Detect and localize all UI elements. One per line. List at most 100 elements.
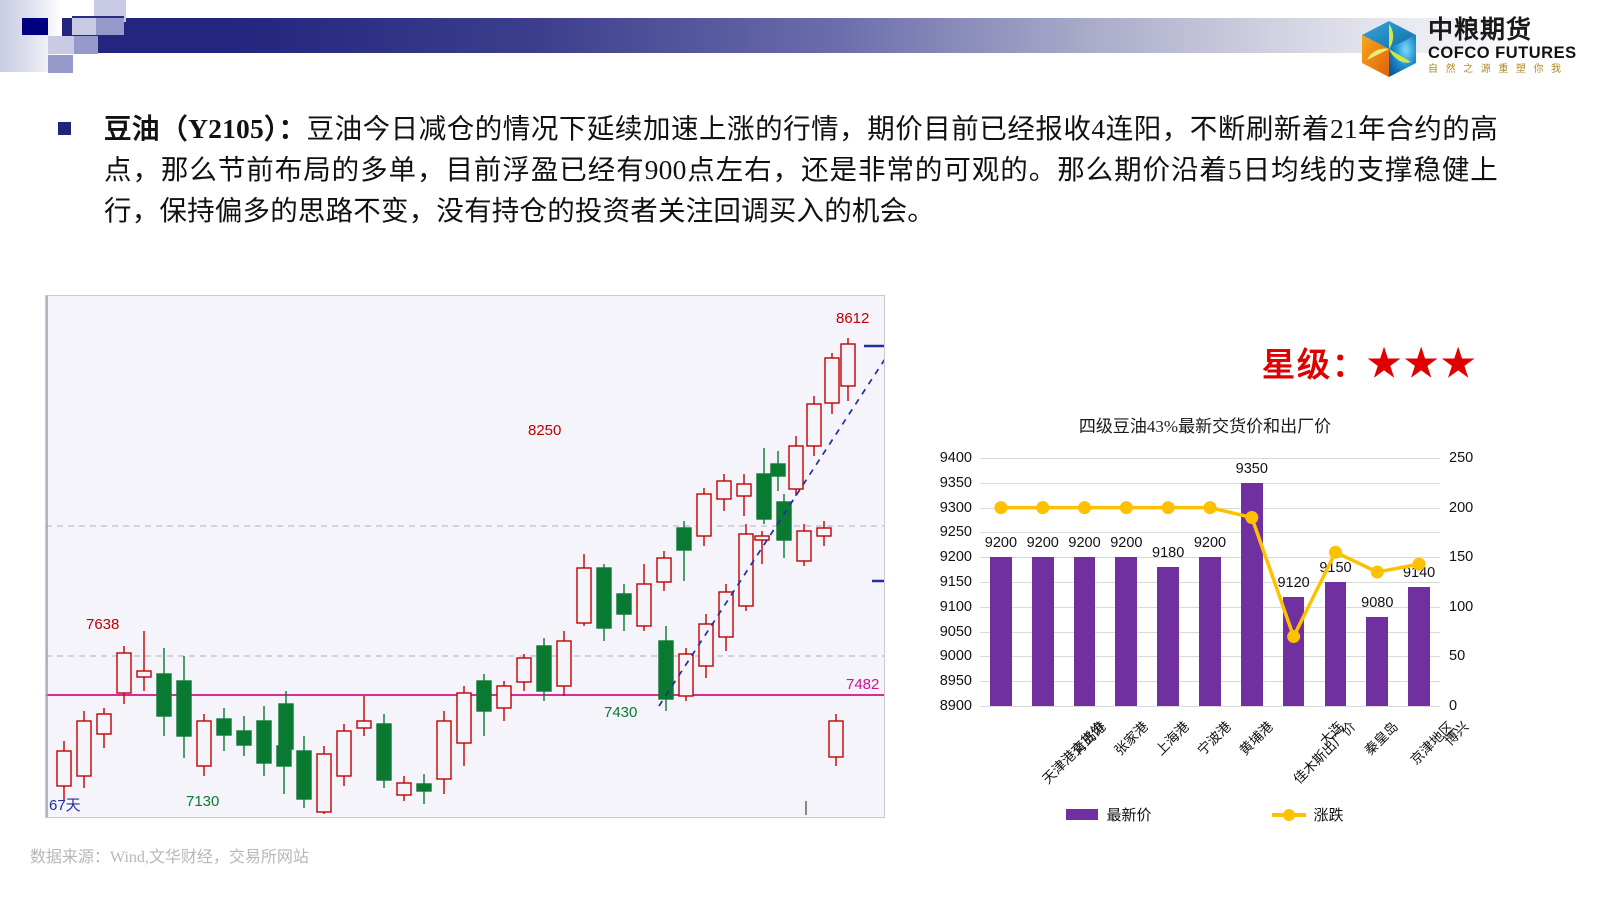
bar-chart-y-tick-left: 9000 [939,648,972,665]
bar-chart-line-point[interactable] [1328,545,1342,559]
bar-chart-line-point[interactable] [1161,501,1175,515]
header-square-4 [48,36,74,54]
cofco-cube-icon [1362,21,1416,77]
bar-chart-line-point[interactable] [1036,501,1050,515]
bullet-marker-icon [58,122,71,135]
logo-slogan: 自 然 之 源 重 塑 你 我 [1428,64,1564,75]
bar-chart-line-point[interactable] [1078,501,1092,515]
bar-chart-gridline [980,532,1440,534]
bar-chart-bar[interactable] [1157,567,1180,706]
bar-chart-x-label: 上海港 [1153,718,1193,759]
bar-chart-x-label: 秦皇岛 [1362,718,1402,759]
k-annotation-low-left: 7130 [186,793,220,810]
star-rating-stars: ★★★ [1367,343,1479,385]
bar-chart-value-label: 9200 [1110,535,1143,552]
bar-chart-bar[interactable] [1031,557,1054,706]
cofco-logo: 中粮期货 COFCO FUTURES 自 然 之 源 重 塑 你 我 [1358,14,1578,86]
bar-chart-bar[interactable] [1240,482,1263,706]
bar-chart-title: 四级豆油43%最新交货价和出厂价 [1078,417,1332,436]
commodity-commentary: 豆油今日减仓的情况下延续加速上涨的行情，期价目前已经报收4连阳，不断刷新着21年… [104,113,1499,226]
candlestick-svg [46,296,884,817]
bar-chart-plot-area: 9400 9350 9300 9250 9200 9150 9100 9050 9000 8950… [940,450,1473,787]
bar-chart-y-tick-right: 50 [1449,648,1466,665]
header-square-3 [96,18,124,35]
bar-chart-bar[interactable] [1199,557,1221,706]
bar-chart-bar[interactable] [1408,586,1430,706]
bar-chart-y-tick-left: 9050 [939,623,972,640]
bar-chart-x-label: 张家港 [1111,718,1151,759]
bar-chart-y-tick-left: 8900 [939,698,972,714]
bar-chart-y-tick-right: 200 [1449,499,1474,516]
bar-chart-value-label: 9200 [1026,535,1059,552]
k-annotation-support: 7482 [846,676,880,693]
bar-chart-y-tick-left: 9250 [939,524,972,541]
bar-chart-line-point[interactable] [994,501,1008,515]
bar-chart-value-label: 9200 [1068,535,1101,552]
bar-chart-bar[interactable] [1324,582,1347,706]
bar-chart-y-tick-left: 9350 [939,474,972,491]
content-bullet-block: 豆油（Y2105）：豆油今日减仓的情况下延续加速上涨的行情，期价目前已经报收4连… [58,108,1498,231]
bar-chart-y-tick-left: 9400 [939,450,972,466]
header-square-2 [72,18,96,35]
bar-chart-line-point[interactable] [1370,565,1384,579]
bar-chart-line-point[interactable] [1245,511,1259,525]
legend-bar-swatch [1066,809,1099,820]
bar-chart-legend: 最新价 涨跌 [905,804,1505,825]
legend-bar-label: 最新价 [1106,808,1152,824]
candlestick-rally-and-trend [658,338,884,711]
bar-chart-value-label: 9200 [1193,535,1227,552]
legend-item-bar[interactable]: 最新价 [1066,804,1152,825]
candlestick-right-run [278,494,844,766]
bar-chart-x-label: 黄埔港 [1236,718,1276,759]
legend-line-swatch [1271,809,1306,821]
bar-chart-y-tick-left: 9200 [939,549,972,566]
bar-chart-line-series [994,501,1426,644]
bar-chart-line-point[interactable] [1119,501,1133,515]
bar-chart-value-label: 9180 [1152,545,1185,562]
k-annotation-high-recent: 8612 [836,310,870,327]
star-rating: 星级：★★★ [1262,338,1478,386]
legend-item-line[interactable]: 涨跌 [1271,804,1344,825]
bar-chart-value-label: 9200 [984,535,1018,552]
logo-english-name: COFCO FUTURES [1428,44,1577,62]
bar-chart-gridline [980,706,1440,707]
bar-chart-value-label: 9350 [1235,460,1268,477]
k-annotation-high-mid: 8250 [528,422,562,439]
bar-chart-y-tick-right: 0 [1449,698,1458,714]
bar-chart-y-tick-right: 100 [1449,598,1474,615]
candlestick-chart[interactable]: 8612 8250 7638 7430 7130 7482 67天 [45,295,885,818]
star-rating-label: 星级： [1262,348,1367,384]
bar-chart-y-tick-left: 9150 [939,574,972,590]
bar-chart-value-label: 9140 [1402,564,1436,581]
bar-chart-line-point[interactable] [1412,557,1426,571]
bar-chart-bar[interactable] [990,557,1012,706]
header-square-navy [22,18,48,35]
bar-chart-line-point[interactable] [1203,501,1217,515]
bar-chart-y-tick-right: 150 [1449,549,1474,566]
k-annotation-high-left: 7638 [86,616,120,633]
bar-chart-y-tick-right: 250 [1449,450,1474,466]
k-annotation-days: 67天 [49,797,81,814]
commodity-title: 豆油（Y2105）： [104,113,307,144]
header-gradient-band [0,18,1600,53]
paragraph-text: 豆油（Y2105）：豆油今日减仓的情况下延续加速上涨的行情，期价目前已经报收4连… [104,108,1498,231]
bar-chart-x-label: 宁波港 [1194,718,1235,759]
bar-chart-gridline [980,458,1440,459]
bar-chart-bar[interactable] [1366,616,1389,706]
bar-chart-gridline [980,482,1440,484]
bar-chart-bar[interactable] [1115,557,1138,706]
logo-chinese-name: 中粮期货 [1428,16,1533,44]
data-source-note: 数据来源：Wind,文华财经，交易所网站 [30,849,309,866]
price-bar-chart[interactable]: 四级豆油43%最新交货价和出厂价 9400 9350 9300 9250 9200 915… [905,412,1505,852]
bar-chart-bar[interactable] [1073,557,1096,706]
bar-chart-value-label: 9120 [1277,574,1310,591]
bar-chart-line-point[interactable] [1287,630,1301,644]
bar-chart-value-label: 9080 [1361,594,1394,611]
bar-chart-y-tick-left: 8950 [939,673,972,690]
header-square-5 [74,36,98,54]
bar-chart-y-tick-left: 9300 [939,499,972,516]
header-divider-line [72,16,124,19]
legend-line-label: 涨跌 [1313,808,1344,824]
bar-chart-y-tick-left: 9100 [939,598,972,615]
header-square-6 [48,55,73,73]
